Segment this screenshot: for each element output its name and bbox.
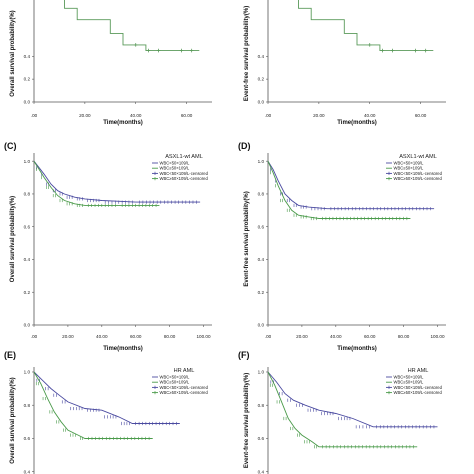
y-tick-label: 0.4	[24, 54, 31, 59]
legend-entry-2: WBC≥50×109/L	[160, 380, 190, 385]
x-tick-label: 60.00	[364, 334, 376, 339]
x-tick-label: .00	[265, 334, 272, 339]
series-line-2	[33, 160, 160, 206]
panel-4: (D) 1.0 0.8 0.6 0.4 0.2 0.0 .00 20.00 40.00 60.00 8…	[238, 141, 446, 352]
y-axis-label: Event-free survival probability(%)	[244, 373, 250, 468]
series-line-1	[33, 160, 201, 203]
chart-title: HR AML	[174, 368, 195, 374]
y-tick-label: 1.0	[24, 370, 31, 375]
y-tick-label: 0.2	[24, 77, 31, 82]
legend-entry-4: WBC≥50×109/L-censored	[160, 176, 209, 181]
y-tick-label: 0.8	[258, 192, 265, 197]
y-axis-label: Event-free survival probability(%)	[244, 6, 250, 101]
series-line-1	[267, 371, 438, 428]
y-tick-label: 1.0	[258, 159, 265, 164]
x-tick-label: 40.00	[330, 334, 342, 339]
panel-3: (C) 1.0 0.8 0.6 0.4 0.2 0.0 .00 20.00 40.00 60.00 8…	[4, 141, 212, 352]
y-tick-label: 0.8	[258, 403, 265, 408]
x-tick-label: 20.00	[79, 113, 91, 118]
y-tick-label: 1.0	[24, 159, 31, 164]
panel-letter: (F)	[238, 350, 250, 360]
legend-entry-3: WBC<50×109/L-censored	[394, 385, 443, 390]
y-tick-label: 0.6	[24, 224, 31, 229]
series-line-2	[33, 371, 153, 439]
legend-entry-1: WBC<50×109/L	[394, 160, 424, 165]
y-tick-label: 0.8	[24, 192, 31, 197]
legend-entry-4: WBC≥50×109/L-censored	[394, 390, 443, 395]
y-tick-label: 0.6	[258, 224, 265, 229]
series-line-1	[298, 0, 434, 52]
x-tick-label: .00	[31, 113, 38, 118]
y-axis-label: Overall survival probability(%)	[10, 10, 16, 96]
panel-2: 0.4 0.2 0.0 .00 20.00 40.00 60.00 Time(months) E…	[244, 0, 446, 126]
legend-entry-1: WBC<50×109/L	[160, 160, 190, 165]
series-line-1	[33, 371, 180, 424]
x-tick-label: .00	[265, 113, 272, 118]
legend-entry-3: WBC<50×109/L-censored	[394, 171, 443, 176]
y-tick-label: 0.4	[24, 257, 31, 262]
x-tick-label: 20.00	[296, 334, 308, 339]
panel-1: 0.4 0.2 0.0 .00 20.00 40.00 60.00 Time(months) O…	[10, 0, 212, 126]
legend-entry-2: WBC≥50×109/L	[394, 380, 424, 385]
y-tick-label: 0.2	[258, 77, 265, 82]
series-line-2	[267, 371, 418, 448]
panel-letter: (C)	[4, 141, 17, 151]
panel-5: (E) 1.0 0.8 0.6 0.4 Overall survival probabil…	[4, 350, 209, 474]
x-tick-label: 100.00	[430, 334, 444, 339]
legend-entry-4: WBC≥50×109/L-censored	[160, 390, 209, 395]
y-tick-label: 0.4	[258, 54, 265, 59]
y-tick-label: 0.2	[258, 290, 265, 295]
x-tick-label: 40.00	[364, 113, 376, 118]
x-tick-label: 40.00	[96, 334, 108, 339]
legend-entry-2: WBC≥50×109/L	[394, 166, 424, 171]
chart-title: ASXL1-wt AML	[165, 154, 203, 160]
x-tick-label: 80.00	[164, 334, 176, 339]
y-tick-label: 0.0	[24, 100, 31, 105]
series-line-1	[64, 0, 200, 52]
y-tick-label: 0.6	[24, 436, 31, 441]
y-tick-label: 1.0	[258, 370, 265, 375]
legend-entry-3: WBC<50×109/L-censored	[160, 171, 209, 176]
legend-entry-4: WBC≥50×109/L-censored	[394, 176, 443, 181]
x-tick-label: 40.00	[130, 113, 142, 118]
legend-entry-1: WBC<50×109/L	[160, 374, 190, 379]
y-tick-label: 0.0	[258, 100, 265, 105]
chart-title: ASXL1-wt AML	[399, 154, 437, 160]
chart-title: HR AML	[408, 368, 429, 374]
y-tick-label: 0.6	[258, 436, 265, 441]
x-axis-label: Time(months)	[103, 120, 143, 126]
legend-entry-3: WBC<50×109/L-censored	[160, 385, 209, 390]
panel-letter: (E)	[4, 350, 16, 360]
x-tick-label: 60.00	[415, 113, 427, 118]
y-tick-label: 0.2	[24, 290, 31, 295]
legend-entry-2: WBC≥50×109/L	[160, 166, 190, 171]
x-axis-label: Time(months)	[337, 120, 377, 126]
x-tick-label: 80.00	[398, 334, 410, 339]
y-axis-label: Overall survival probability(%)	[10, 377, 16, 463]
x-axis-label: Time(months)	[103, 346, 143, 352]
x-tick-label: 60.00	[130, 334, 142, 339]
y-tick-label: 0.4	[258, 469, 265, 474]
series-line-2	[267, 161, 411, 219]
y-tick-label: 0.4	[24, 469, 31, 474]
x-axis-label: Time(months)	[337, 346, 377, 352]
x-tick-label: .00	[31, 334, 38, 339]
y-tick-label: 0.8	[24, 403, 31, 408]
y-axis-label: Overall survival probability(%)	[10, 196, 16, 282]
panel-6: (F) 1.0 0.8 0.6 0.4 Event-free survival proba…	[238, 350, 443, 474]
x-tick-label: 60.00	[181, 113, 193, 118]
y-tick-label: 0.4	[258, 257, 265, 262]
x-tick-label: 20.00	[313, 113, 325, 118]
y-axis-label: Event-free survival probability(%)	[244, 191, 250, 286]
y-tick-label: 0.0	[258, 323, 265, 328]
legend-entry-1: WBC<50×109/L	[394, 374, 424, 379]
y-tick-label: 0.0	[24, 323, 31, 328]
panel-letter: (D)	[238, 141, 251, 151]
x-tick-label: 20.00	[62, 334, 74, 339]
x-tick-label: 100.00	[196, 334, 210, 339]
